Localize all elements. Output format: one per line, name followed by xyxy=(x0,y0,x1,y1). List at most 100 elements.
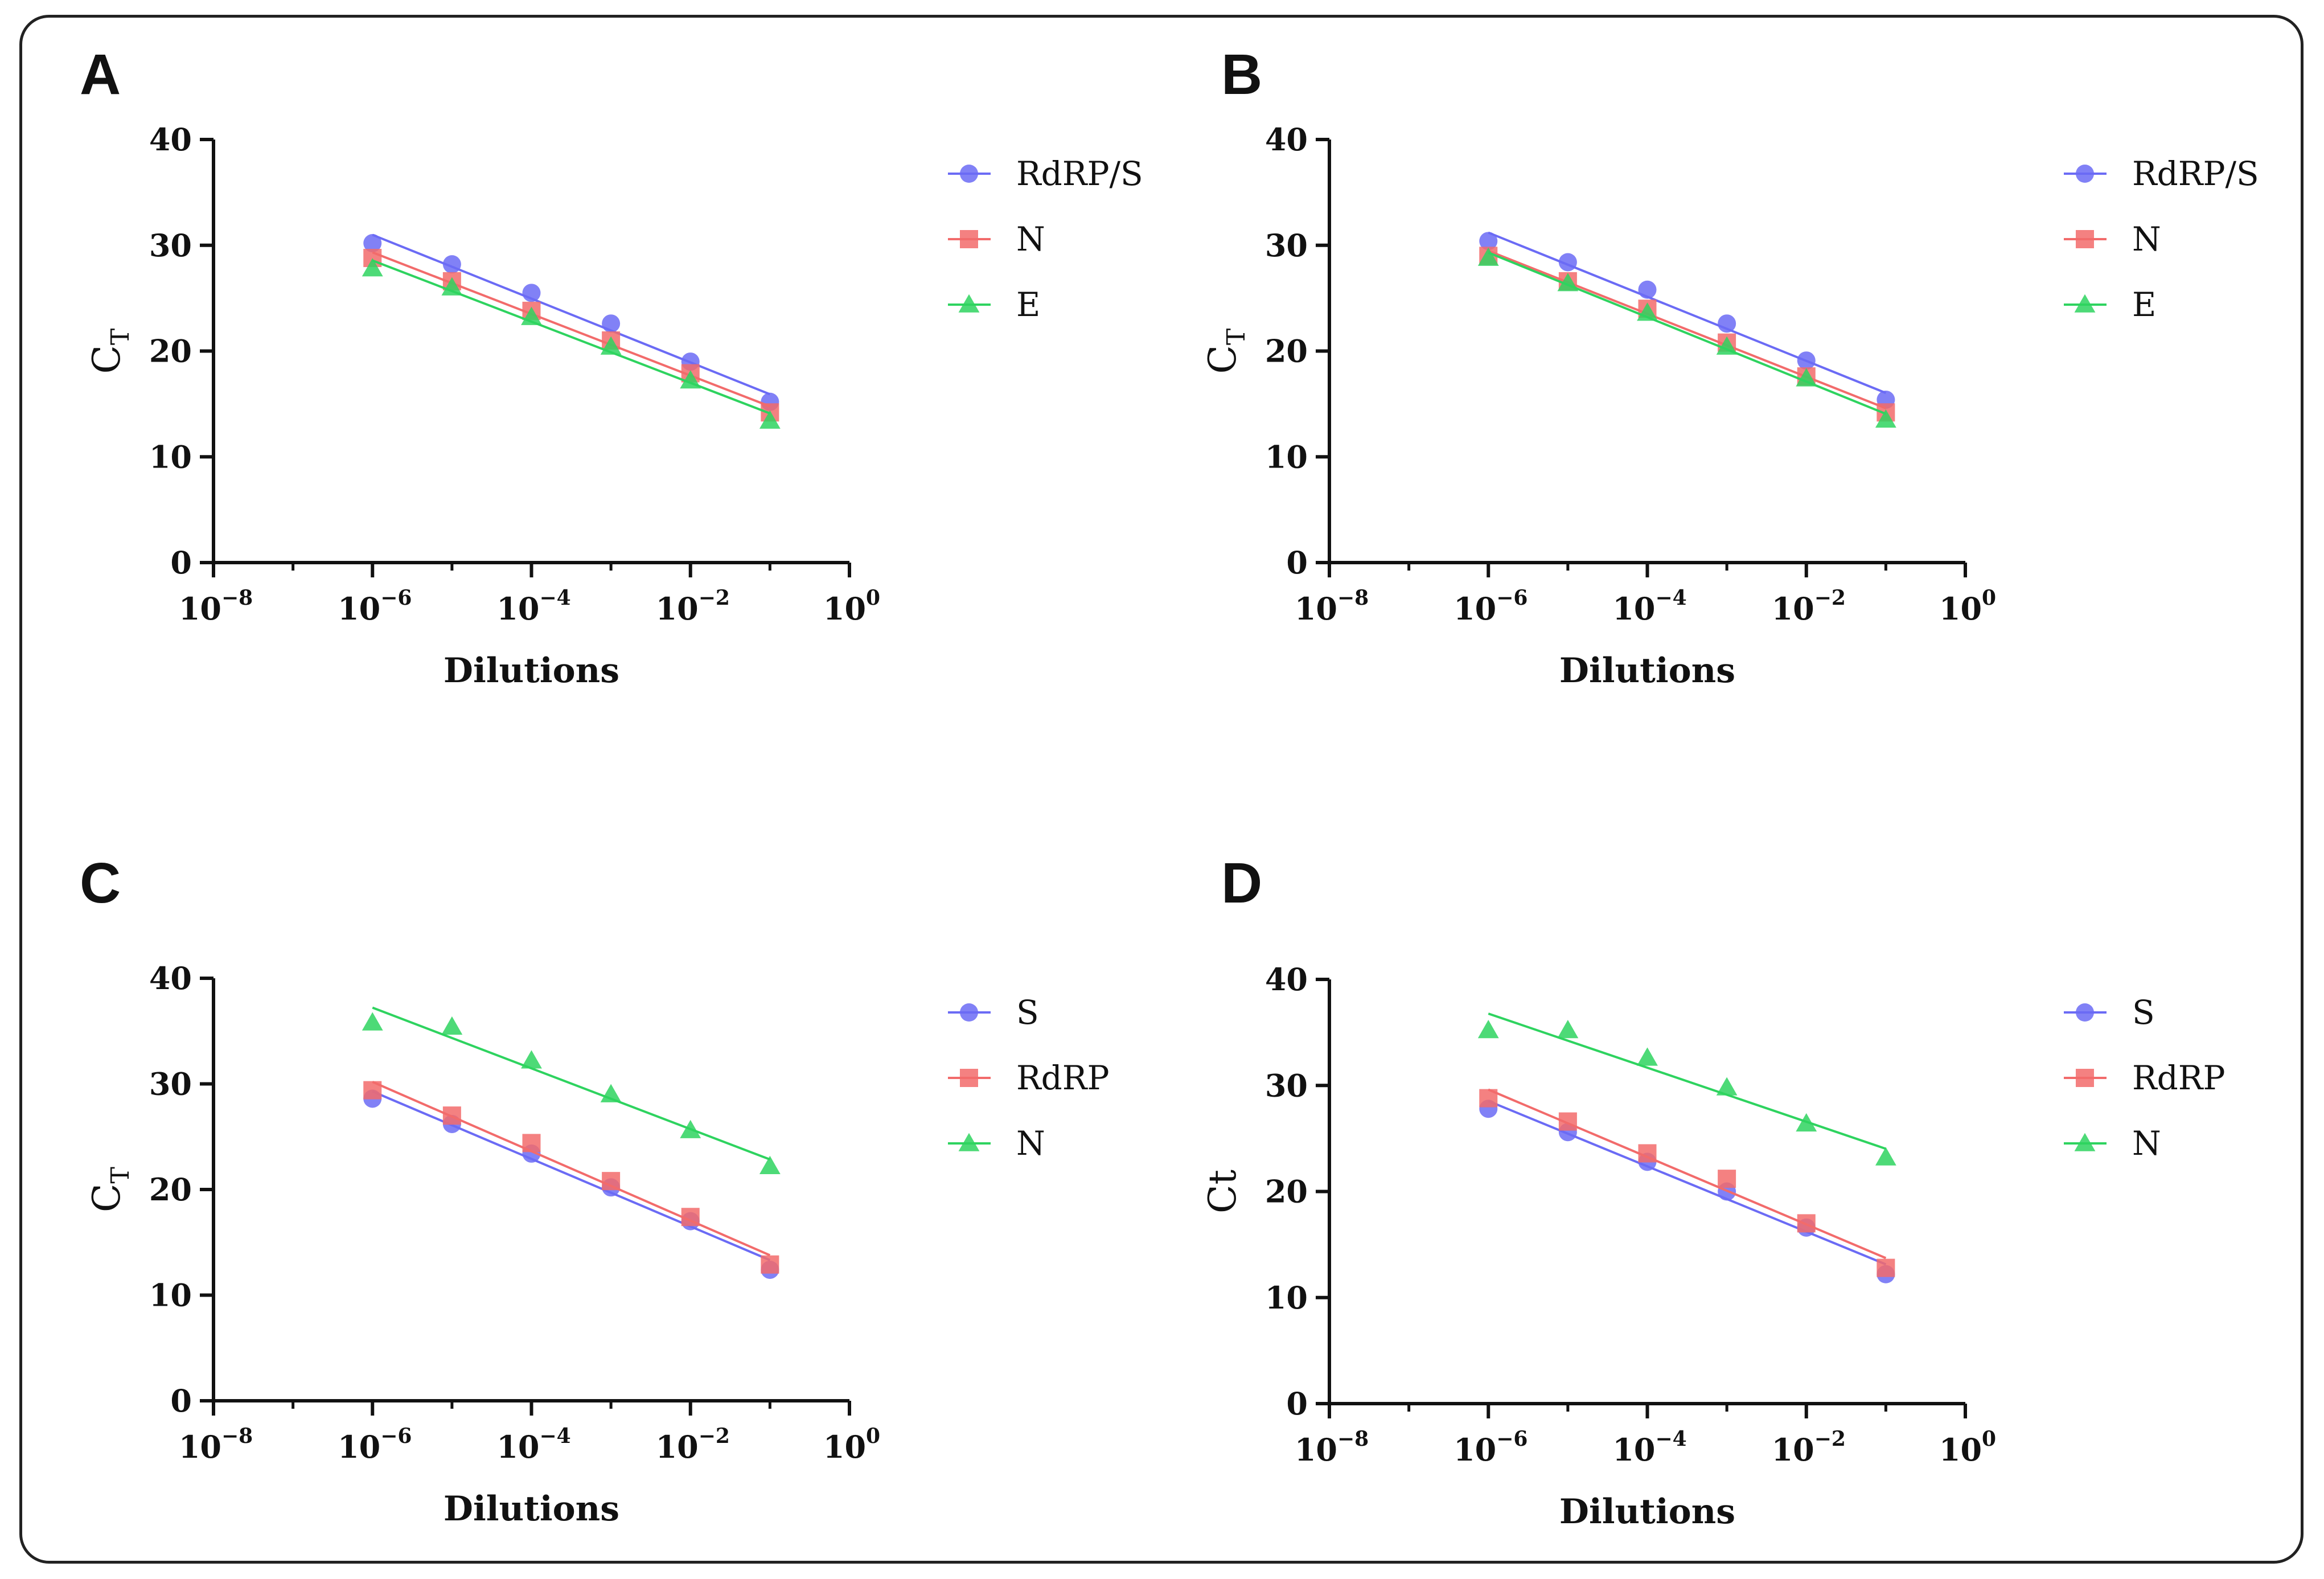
x-tick-label: 10−8 xyxy=(179,586,253,627)
x-tick-exponent: −2 xyxy=(699,586,730,610)
x-tick-exponent: −2 xyxy=(699,1424,730,1448)
x-tick-base: 10 xyxy=(1612,1432,1655,1468)
y-tick-label: 20 xyxy=(149,333,192,370)
y-axis-title: CT xyxy=(85,1167,135,1212)
data-point xyxy=(1557,1020,1579,1039)
legend-label: E xyxy=(1016,285,1040,324)
fit-line xyxy=(372,251,771,408)
x-tick-exponent: −6 xyxy=(1496,1427,1528,1451)
data-point xyxy=(681,1208,700,1227)
y-tick-label: 40 xyxy=(1265,961,1308,998)
x-tick-label: 10−2 xyxy=(656,1424,730,1465)
data-point xyxy=(602,314,621,333)
x-tick-exponent: −6 xyxy=(380,586,412,610)
y-axis-title: CT xyxy=(1201,329,1251,374)
data-point xyxy=(680,370,701,389)
data-point xyxy=(1796,1113,1817,1132)
data-point xyxy=(1718,1170,1736,1188)
x-tick-base: 10 xyxy=(496,1429,539,1465)
y-tick-label: 0 xyxy=(1286,544,1308,581)
y-axis-title: Ct xyxy=(1201,1170,1245,1213)
x-tick-base: 10 xyxy=(1772,590,1814,627)
x-tick-exponent: −2 xyxy=(1814,1427,1846,1451)
panel-letter: A xyxy=(80,43,121,106)
x-tick-label: 10−6 xyxy=(1453,586,1528,627)
data-point xyxy=(1875,1147,1896,1166)
data-point xyxy=(1638,1144,1657,1163)
x-tick-base: 10 xyxy=(1453,590,1496,627)
legend-label: RdRP xyxy=(2132,1059,2226,1097)
fit-line xyxy=(1488,1088,1887,1260)
legend-marker xyxy=(2076,1003,2094,1022)
legend-marker xyxy=(958,294,980,313)
x-tick-exponent: 0 xyxy=(866,1424,880,1448)
y-tick-label: 10 xyxy=(1265,1279,1308,1316)
legend-label: RdRP/S xyxy=(1016,154,1143,193)
series-n: N xyxy=(362,1006,1045,1174)
x-tick-label: 100 xyxy=(1939,1427,1996,1468)
legend-marker xyxy=(960,230,978,248)
legend-label: E xyxy=(2132,285,2156,324)
x-axis-title: Dilutions xyxy=(1559,1492,1735,1532)
data-point xyxy=(442,1106,461,1125)
y-axis-title-subscript: T xyxy=(1222,329,1251,345)
legend-label: N xyxy=(1016,1124,1045,1163)
figure-frame xyxy=(19,15,2304,1564)
fit-line xyxy=(372,1081,771,1257)
series-rdrp-s: RdRP/S xyxy=(1479,154,2259,409)
x-tick-exponent: 0 xyxy=(866,586,880,610)
x-tick-exponent: −6 xyxy=(1496,586,1528,610)
x-tick-exponent: 0 xyxy=(1982,586,1996,610)
data-point xyxy=(1638,280,1657,299)
x-tick-label: 10−4 xyxy=(496,1424,570,1465)
y-tick-label: 10 xyxy=(149,1277,192,1314)
data-point xyxy=(1796,368,1817,387)
fit-line xyxy=(372,259,771,415)
x-tick-label: 10−2 xyxy=(656,586,730,627)
fit-line xyxy=(1488,251,1887,415)
x-tick-label: 10−6 xyxy=(1453,1427,1528,1468)
x-tick-label: 10−6 xyxy=(338,1424,412,1465)
x-tick-label: 10−4 xyxy=(496,586,570,627)
fit-line xyxy=(372,233,771,396)
x-tick-label: 10−8 xyxy=(179,1424,253,1465)
legend-marker xyxy=(2076,1069,2094,1087)
data-point xyxy=(363,1081,382,1100)
y-axis-title-main: C xyxy=(85,1183,129,1212)
legend-label: RdRP xyxy=(1016,1059,1110,1097)
series-rdrp: RdRP xyxy=(363,1059,1110,1274)
data-point xyxy=(363,234,382,253)
data-point xyxy=(680,1119,701,1138)
x-tick-base: 10 xyxy=(1453,1432,1496,1468)
legend-marker xyxy=(960,1069,978,1087)
x-axis-title: Dilutions xyxy=(1559,651,1735,691)
data-point xyxy=(1875,409,1896,428)
data-point xyxy=(441,1016,463,1035)
y-axis-title-main: Ct xyxy=(1201,1170,1245,1213)
data-point xyxy=(442,255,461,274)
data-point xyxy=(521,306,542,325)
series-rdrp-s: RdRP/S xyxy=(363,154,1143,411)
x-tick-base: 10 xyxy=(823,1429,866,1465)
data-point xyxy=(759,410,781,429)
data-point xyxy=(1558,253,1577,272)
fit-line xyxy=(1488,249,1887,409)
y-tick-label: 30 xyxy=(1265,227,1308,264)
x-axis-title: Dilutions xyxy=(444,651,619,691)
series-n: N xyxy=(1477,1012,2161,1166)
x-tick-base: 10 xyxy=(1939,1432,1982,1468)
data-point xyxy=(761,1255,779,1274)
data-point xyxy=(1479,232,1498,251)
x-tick-exponent: −8 xyxy=(1337,1427,1369,1451)
y-axis-title-subscript: T xyxy=(106,329,135,345)
y-tick-label: 20 xyxy=(149,1171,192,1208)
panel-letter: C xyxy=(80,851,121,915)
legend-label: S xyxy=(2132,993,2155,1032)
data-point xyxy=(522,284,541,302)
data-point xyxy=(600,1084,622,1102)
x-tick-exponent: −4 xyxy=(1655,586,1686,610)
y-tick-label: 40 xyxy=(1265,121,1308,158)
data-point xyxy=(759,1155,781,1174)
